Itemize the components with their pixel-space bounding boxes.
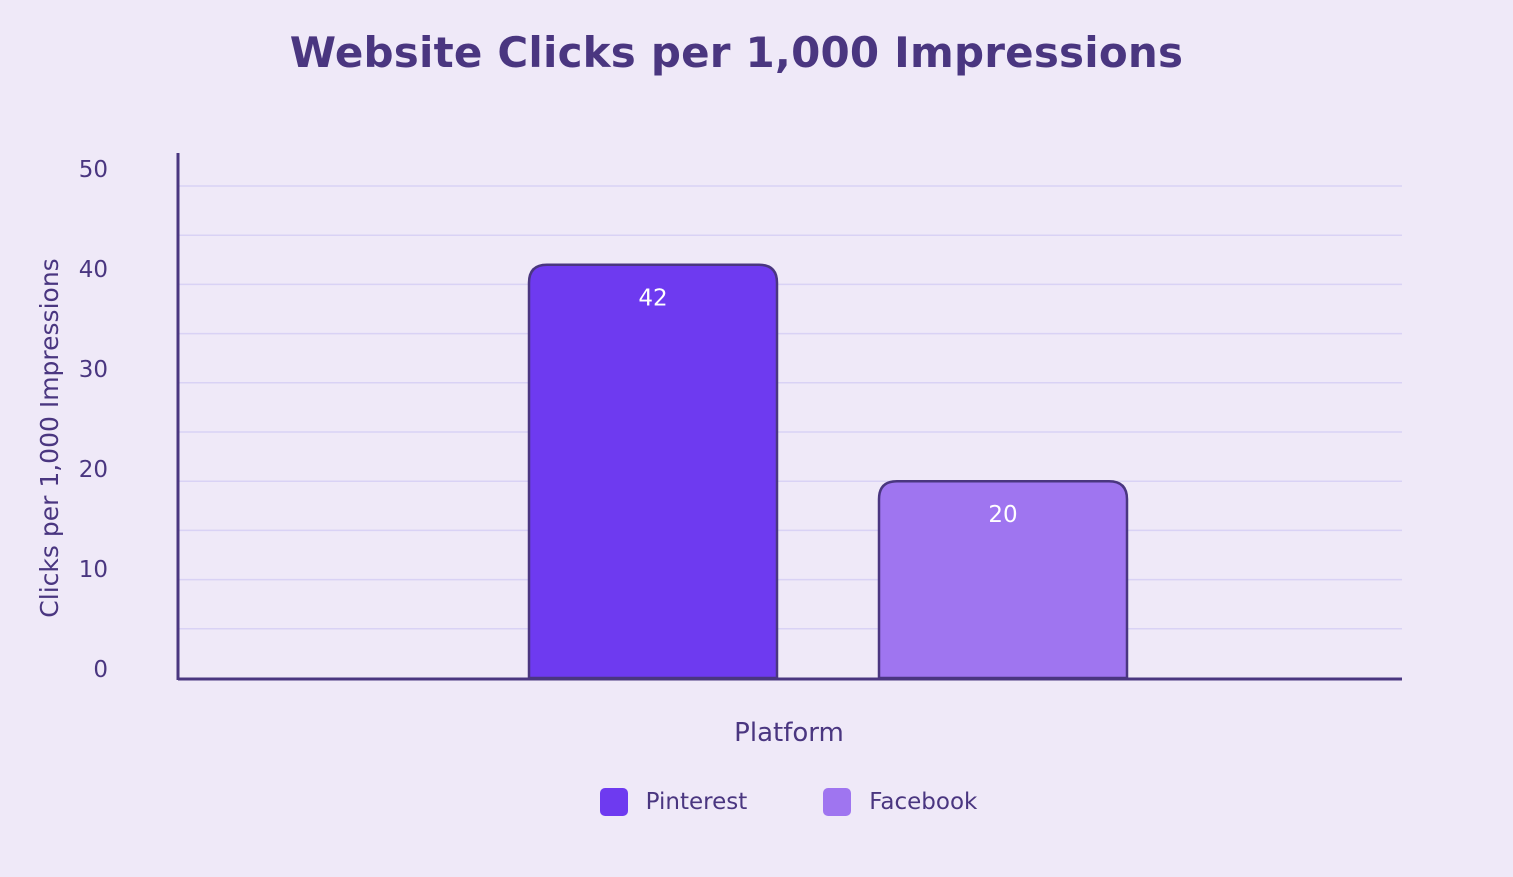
legend-item-facebook: Facebook (823, 788, 977, 816)
y-tick-label: 50 (79, 157, 108, 183)
legend-item-pinterest: Pinterest (599, 788, 748, 816)
legend: Pinterest Facebook (0, 788, 1513, 816)
data-label: 42 (638, 286, 667, 312)
legend-swatch (823, 788, 852, 816)
legend-label: Facebook (869, 789, 978, 815)
y-tick-label: 30 (79, 357, 108, 383)
y-tick-label: 20 (79, 457, 108, 483)
y-axis-ticks: 0 10 20 30 40 50 (79, 157, 108, 683)
y-tick-label: 0 (93, 657, 108, 683)
chart-title: Website Clicks per 1,000 Impressions (289, 28, 1184, 77)
grid-lines (178, 185, 1402, 630)
y-axis-label: Clicks per 1,000 Impressions (35, 258, 64, 617)
data-label: 20 (988, 502, 1017, 528)
x-axis-label: Platform (734, 718, 844, 748)
y-tick-label: 40 (79, 257, 108, 283)
bars: 42 20 (527, 263, 1129, 680)
y-tick-label: 10 (79, 557, 108, 583)
bar-facebook (877, 479, 1129, 680)
legend-swatch (599, 788, 628, 816)
bar-pinterest (527, 263, 779, 680)
legend-label: Pinterest (645, 789, 748, 815)
